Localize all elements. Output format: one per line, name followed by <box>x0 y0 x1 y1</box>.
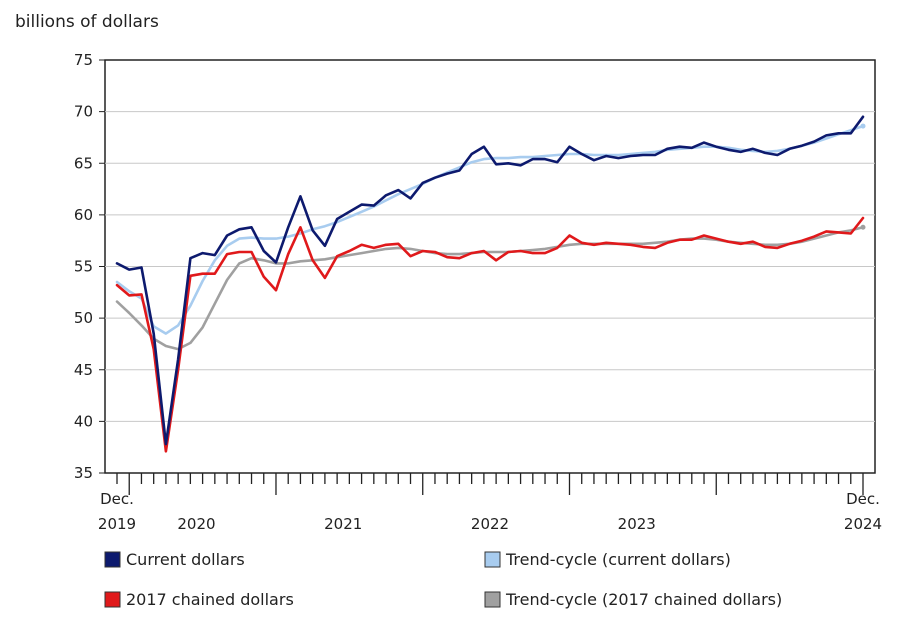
x-tick-label-year: 2021 <box>324 515 362 533</box>
x-tick-label-year: 2022 <box>471 515 509 533</box>
y-axis: 35 40 45 50 55 60 65 70 75 <box>74 51 105 482</box>
y-tick-label: 55 <box>74 258 93 276</box>
y-tick-label: 65 <box>74 154 93 172</box>
legend-swatch <box>484 551 501 568</box>
y-tick-label: 50 <box>74 309 93 327</box>
y-tick-label: 40 <box>74 412 93 430</box>
y-tick-label: 75 <box>74 51 93 69</box>
x-tick-label-year: 2019 <box>98 515 136 533</box>
x-tick-label-year: 2020 <box>177 515 215 533</box>
x-tick-label-year: 2024 <box>844 515 882 533</box>
x-axis: Dec. 2019 2020 2021 2022 2023 Dec. 2024 <box>98 473 882 533</box>
y-tick-label: 70 <box>74 103 93 121</box>
x-tick-label-month: Dec. <box>100 490 134 508</box>
legend-swatch <box>104 591 121 608</box>
legend-swatch <box>104 551 121 568</box>
x-tick-label-year: 2023 <box>618 515 656 533</box>
gridlines <box>105 111 875 422</box>
legend-label: Trend-cycle (2017 chained dollars) <box>505 590 782 609</box>
legend-swatch <box>484 591 501 608</box>
y-tick-label: 60 <box>74 206 93 224</box>
series-line-current-dollars <box>115 115 865 446</box>
legend-label: 2017 chained dollars <box>126 590 294 609</box>
y-tick-label: 35 <box>74 464 93 482</box>
series-layer <box>115 115 866 453</box>
y-tick-label: 45 <box>74 361 93 379</box>
series-line-2017-chained-dollars <box>115 216 865 453</box>
legend-label: Current dollars <box>126 550 245 569</box>
series-point-trend-cycle-current-dollars <box>860 123 866 129</box>
series-point-trend-cycle-2017-chained-dollars <box>860 224 866 230</box>
series-line-trend-cycle-current-dollars <box>115 124 865 335</box>
legend: Current dollars Trend-cycle (current doll… <box>104 550 782 609</box>
x-tick-label-month: Dec. <box>846 490 880 508</box>
legend-label: Trend-cycle (current dollars) <box>505 550 731 569</box>
unit-label: billions of dollars <box>15 12 159 32</box>
